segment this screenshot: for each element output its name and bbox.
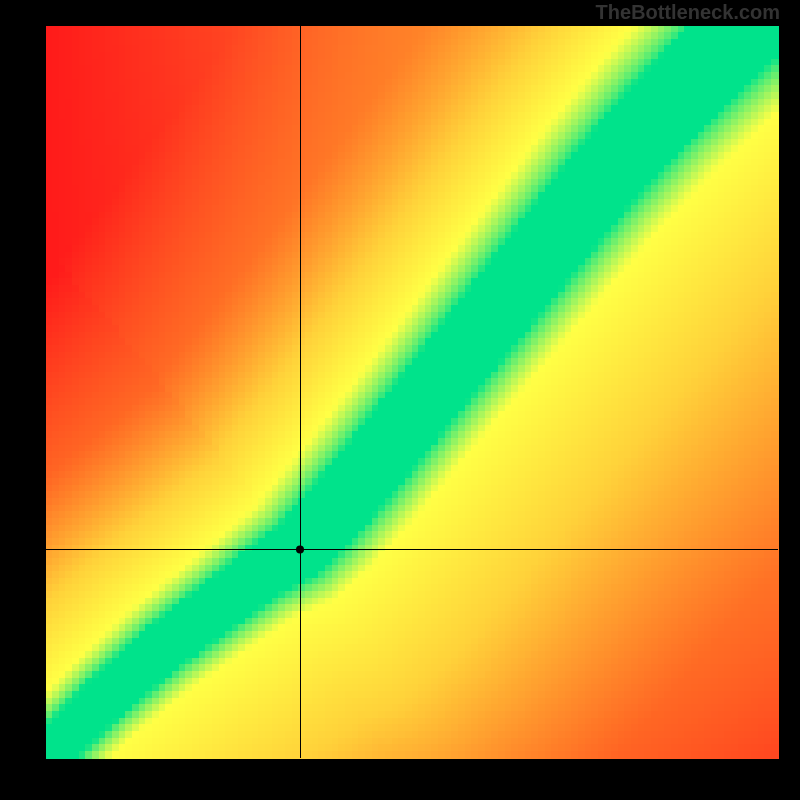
heatmap-canvas: [0, 0, 800, 800]
watermark-text: TheBottleneck.com: [596, 2, 780, 25]
chart-container: TheBottleneck.com: [0, 0, 800, 800]
